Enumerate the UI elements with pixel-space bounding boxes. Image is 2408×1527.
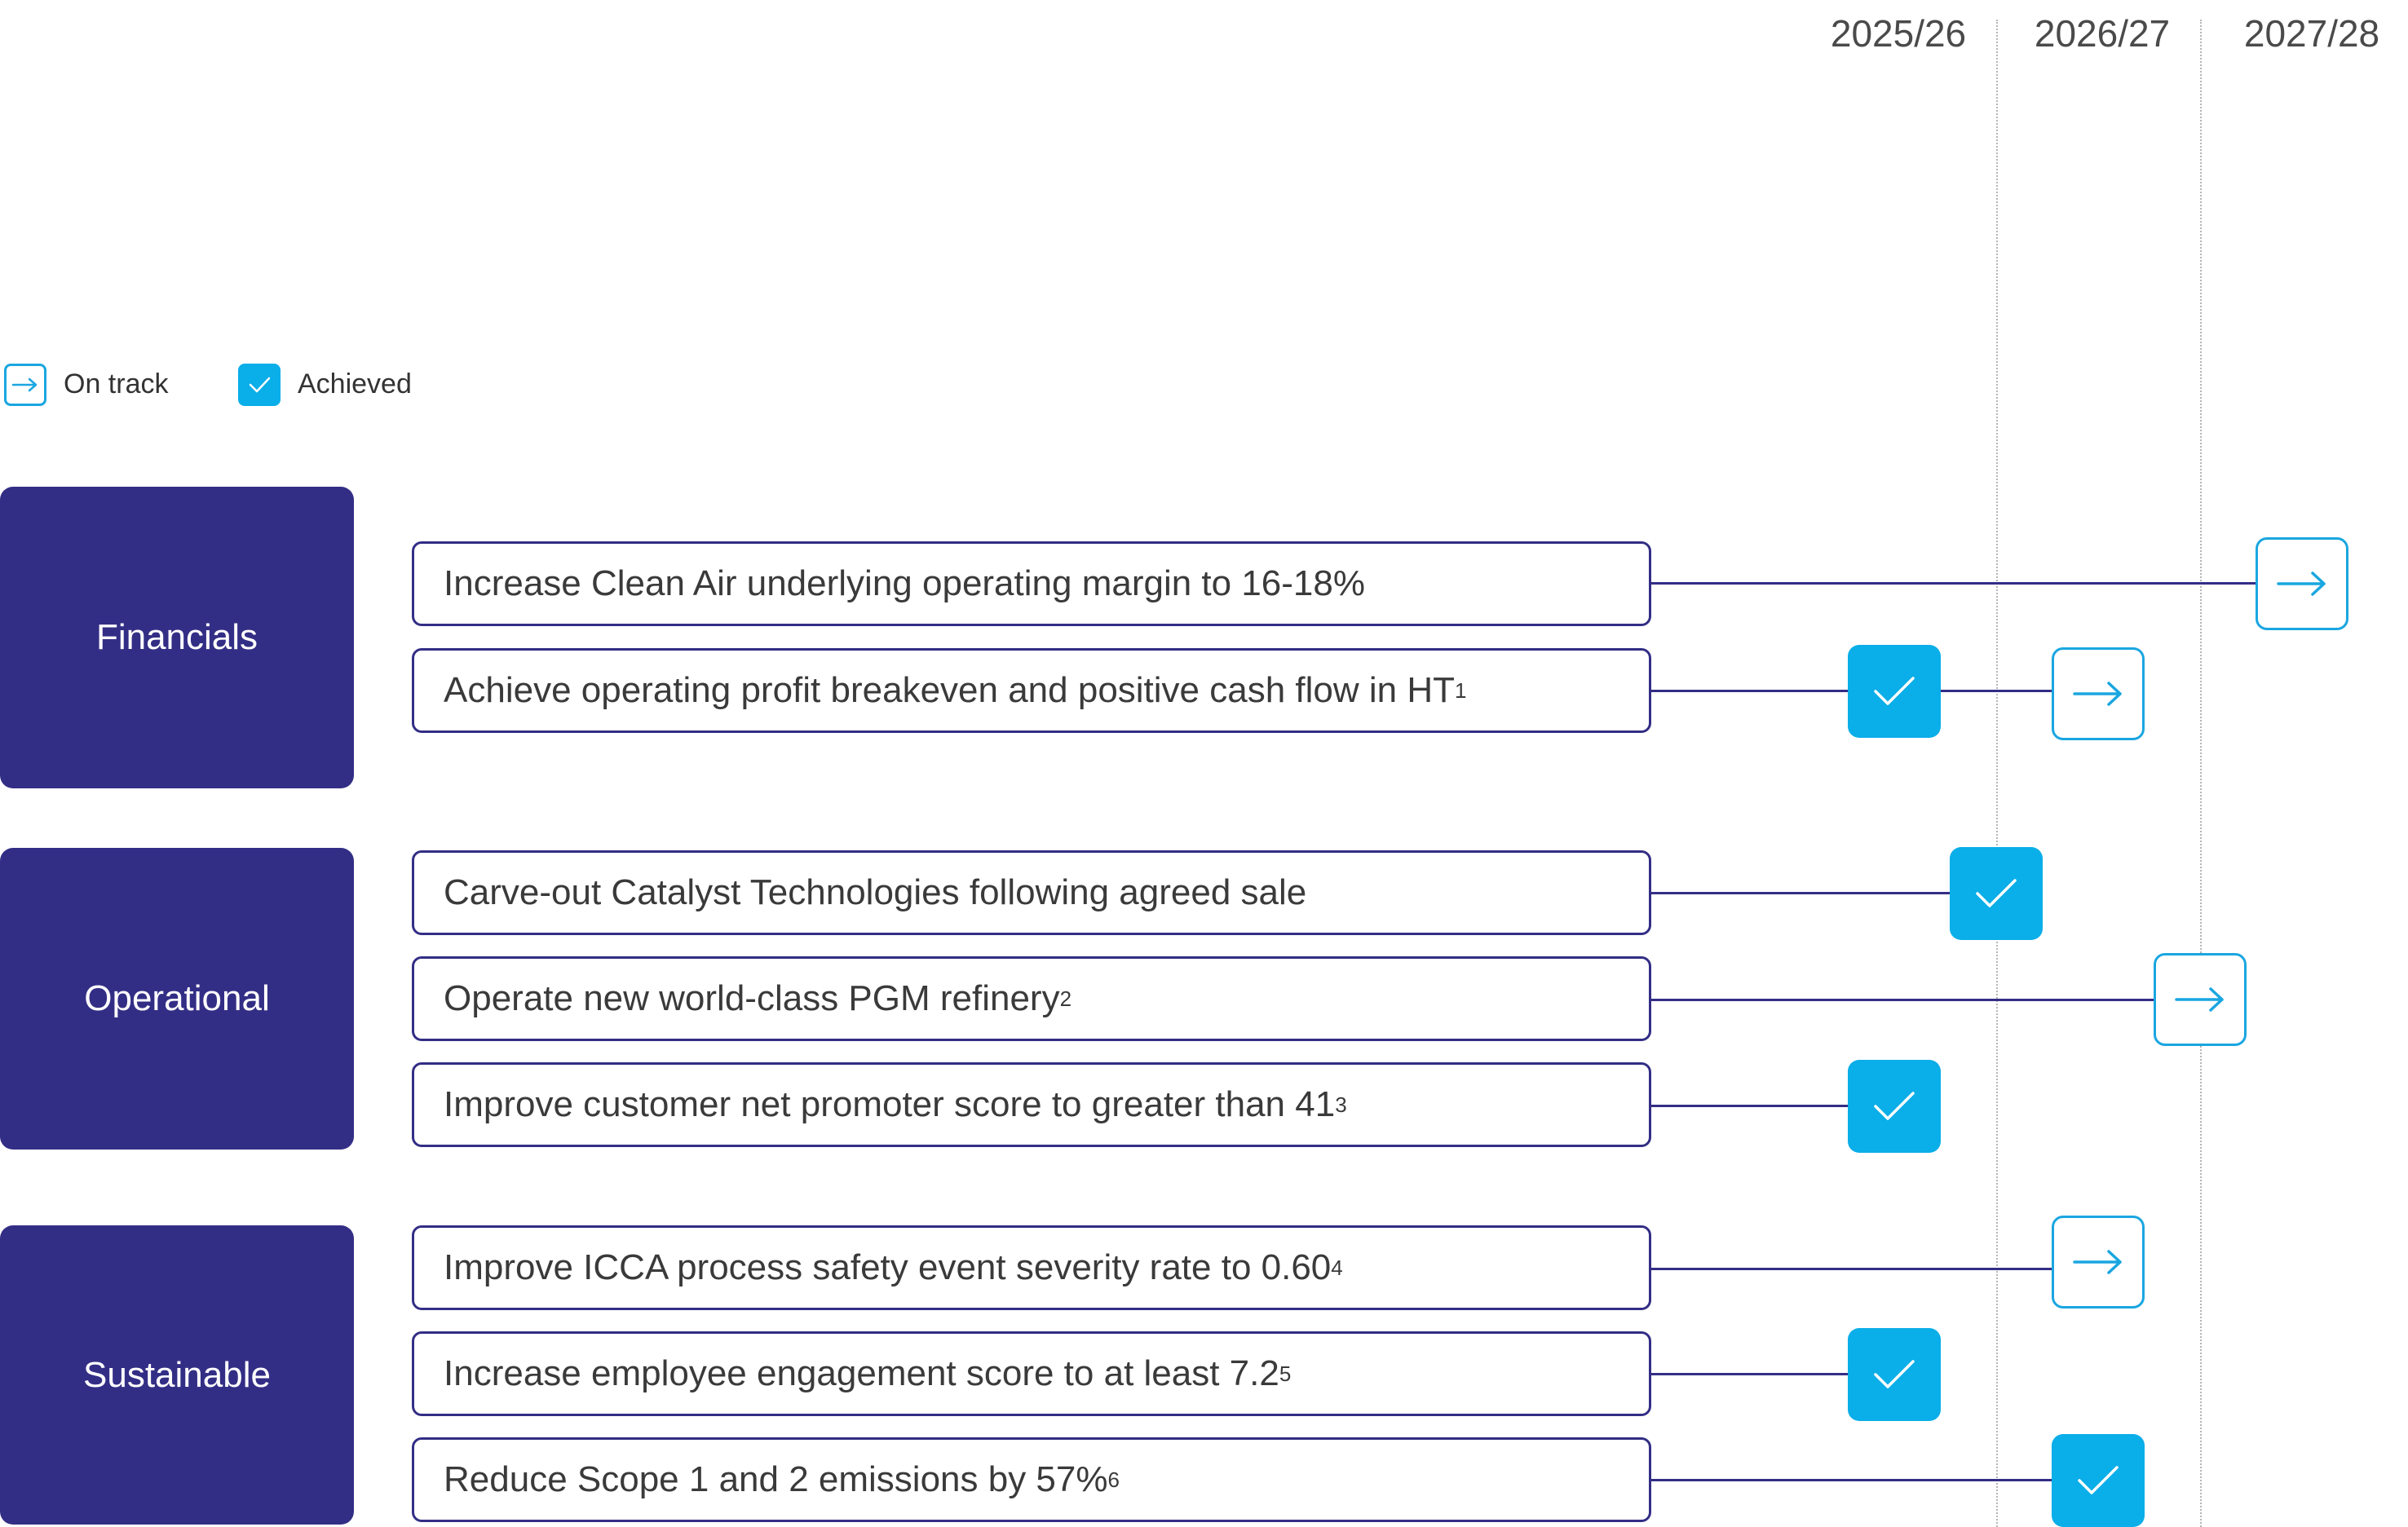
goal-connector — [1651, 1479, 2053, 1481]
goal-connector — [1651, 1105, 1849, 1107]
category-financials: Financials — [0, 487, 354, 788]
achieved-marker — [2052, 1434, 2145, 1527]
achieved-marker — [1848, 1328, 1941, 1421]
legend-achieved-label: Achieved — [298, 369, 412, 399]
legend-on-track-label: On track — [64, 369, 169, 399]
on-track-marker — [2052, 647, 2145, 740]
goal-row: Operate new world-class PGM refinery 2 — [412, 956, 1651, 1041]
on-track-marker — [2256, 537, 2348, 630]
goal-row: Improve ICCA process safety event severi… — [412, 1225, 1651, 1310]
goal-connector — [1651, 582, 2258, 585]
legend-achieved-icon — [238, 364, 281, 406]
category-sustainable: Sustainable — [0, 1225, 354, 1525]
goal-row: Reduce Scope 1 and 2 emissions by 57% 6 — [412, 1437, 1651, 1522]
goal-row: Increase employee engagement score to at… — [412, 1331, 1651, 1416]
year-header-2027-28: 2027/28 — [2243, 12, 2380, 55]
category-operational: Operational — [0, 848, 354, 1150]
goal-text: Improve ICCA process safety event severi… — [444, 1247, 1332, 1287]
goal-connector — [1651, 999, 2155, 1001]
year-divider — [2200, 20, 2202, 1527]
goal-row: Carve-out Catalyst Technologies followin… — [412, 850, 1651, 935]
goal-text: Reduce Scope 1 and 2 emissions by 57% — [444, 1459, 1108, 1499]
achieved-marker — [1848, 645, 1941, 738]
achieved-marker — [1848, 1060, 1941, 1153]
achieved-marker — [1950, 847, 2043, 940]
goal-text: Improve customer net promoter score to g… — [444, 1084, 1336, 1124]
goal-text: Increase employee engagement score to at… — [444, 1353, 1279, 1393]
goal-row: Improve customer net promoter score to g… — [412, 1062, 1651, 1147]
year-header-2025-26: 2025/26 — [1830, 12, 1967, 55]
year-header-2026-27: 2026/27 — [2034, 12, 2171, 55]
on-track-marker — [2154, 953, 2247, 1046]
goal-connector — [1651, 892, 1951, 894]
goal-row: Achieve operating profit breakeven and p… — [412, 648, 1651, 733]
on-track-marker — [2052, 1216, 2145, 1309]
goal-connector — [1651, 1373, 1849, 1375]
legend-on-track-icon — [4, 364, 46, 406]
goal-text: Carve-out Catalyst Technologies followin… — [444, 872, 1307, 912]
year-divider — [1996, 20, 1998, 1527]
goal-text: Increase Clean Air underlying operating … — [444, 563, 1365, 603]
goal-text: Achieve operating profit breakeven and p… — [444, 670, 1456, 710]
goal-row: Increase Clean Air underlying operating … — [412, 541, 1651, 626]
goal-text: Operate new world-class PGM refinery — [444, 978, 1060, 1018]
goal-connector — [1651, 1268, 2053, 1270]
